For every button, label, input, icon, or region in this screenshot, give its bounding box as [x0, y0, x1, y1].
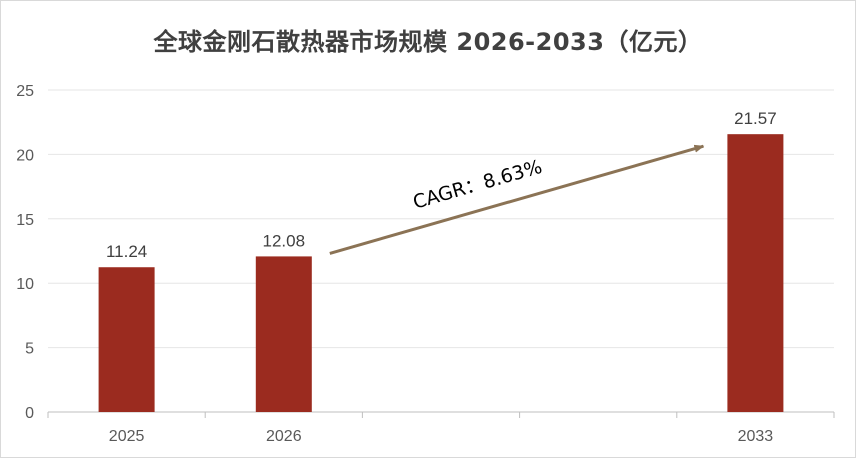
cagr-label: CAGR：8.63%: [411, 156, 545, 214]
y-axis-tick-labels: 0 5 10 15 20 25: [16, 83, 34, 422]
x-tick-label-2033: 2033: [738, 428, 774, 445]
y-tick-label: 25: [16, 83, 34, 100]
cagr-arrow: [329, 144, 705, 255]
data-labels: 11.24 12.08 21.57: [106, 109, 777, 261]
gridlines: [47, 89, 835, 418]
x-axis-tick-labels: 2025 2026 2033: [109, 428, 773, 445]
bar-2025: [98, 267, 155, 412]
data-label-2033: 21.57: [734, 109, 777, 128]
bars: [98, 134, 784, 412]
data-label-2026: 12.08: [263, 231, 306, 250]
bar-2026: [255, 256, 312, 412]
data-label-2025: 11.24: [106, 242, 147, 261]
bar-2033: [727, 134, 784, 412]
x-tick-label-2026: 2026: [266, 428, 302, 445]
y-tick-label: 10: [16, 276, 34, 293]
y-tick-label: 5: [25, 341, 34, 358]
y-tick-label: 15: [16, 212, 34, 229]
y-tick-label: 20: [16, 147, 34, 164]
x-tick-label-2025: 2025: [109, 428, 145, 445]
y-tick-label: 0: [25, 405, 34, 422]
cagr-annotation: CAGR：8.63%: [329, 144, 705, 255]
chart-title: 全球金刚石散热器市场规模 2026-2033（亿元）: [153, 28, 703, 56]
